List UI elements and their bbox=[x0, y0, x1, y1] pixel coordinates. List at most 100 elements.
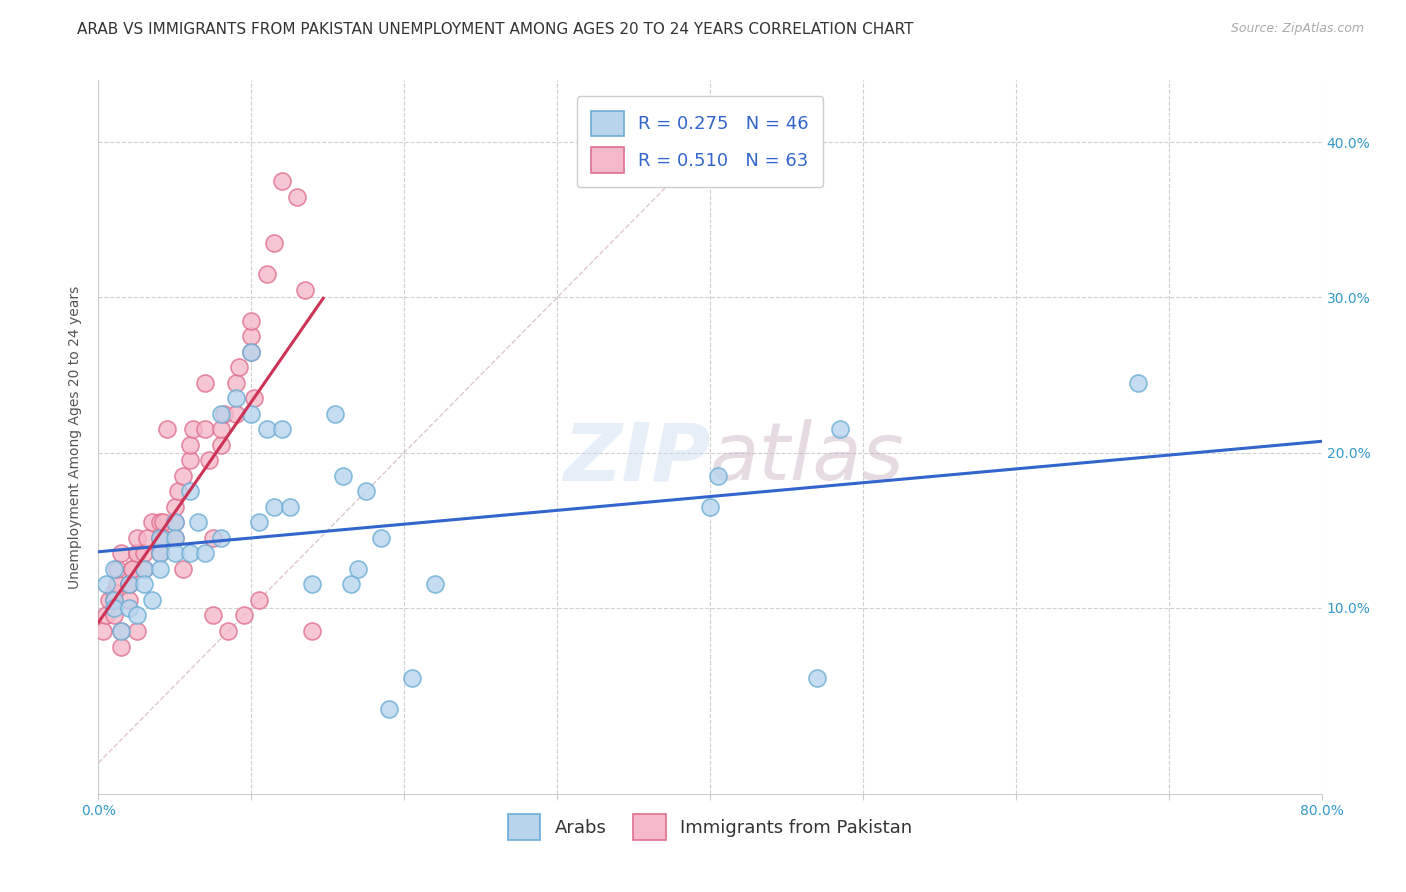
Point bbox=[209, 438, 232, 452]
Point bbox=[240, 344, 263, 359]
Point bbox=[134, 546, 156, 560]
Point bbox=[347, 562, 370, 576]
Point bbox=[172, 468, 194, 483]
Text: ZIP: ZIP bbox=[562, 419, 710, 498]
Point bbox=[294, 283, 316, 297]
Legend: Arabs, Immigrants from Pakistan: Arabs, Immigrants from Pakistan bbox=[499, 805, 921, 849]
Point bbox=[98, 593, 121, 607]
Point bbox=[197, 453, 219, 467]
Point bbox=[256, 422, 278, 436]
Point bbox=[240, 407, 263, 421]
Point bbox=[125, 546, 148, 560]
Point bbox=[179, 546, 201, 560]
Point bbox=[118, 577, 141, 591]
Point bbox=[209, 422, 232, 436]
Point bbox=[149, 546, 172, 560]
Point bbox=[125, 624, 148, 638]
Point bbox=[370, 531, 392, 545]
Point bbox=[301, 624, 323, 638]
Text: ARAB VS IMMIGRANTS FROM PAKISTAN UNEMPLOYMENT AMONG AGES 20 TO 24 YEARS CORRELAT: ARAB VS IMMIGRANTS FROM PAKISTAN UNEMPLO… bbox=[77, 22, 914, 37]
Point bbox=[110, 640, 132, 654]
Point bbox=[263, 236, 285, 251]
Point bbox=[225, 376, 247, 390]
Point bbox=[163, 546, 186, 560]
Point bbox=[110, 624, 132, 638]
Point bbox=[103, 562, 125, 576]
Point bbox=[134, 562, 156, 576]
Point bbox=[285, 189, 308, 203]
Point bbox=[270, 422, 292, 436]
Point bbox=[152, 531, 174, 545]
Point bbox=[202, 608, 225, 623]
Point bbox=[325, 407, 347, 421]
Point bbox=[240, 314, 263, 328]
Point bbox=[149, 516, 172, 530]
Point bbox=[172, 562, 194, 576]
Point bbox=[103, 593, 125, 607]
Point bbox=[194, 546, 217, 560]
Point bbox=[118, 577, 141, 591]
Point bbox=[247, 516, 270, 530]
Text: Source: ZipAtlas.com: Source: ZipAtlas.com bbox=[1230, 22, 1364, 36]
Point bbox=[125, 608, 148, 623]
Point bbox=[247, 593, 270, 607]
Point bbox=[228, 360, 250, 375]
Point bbox=[243, 392, 266, 406]
Point bbox=[256, 267, 278, 281]
Point bbox=[152, 516, 174, 530]
Point bbox=[121, 562, 143, 576]
Point bbox=[187, 516, 209, 530]
Point bbox=[125, 546, 148, 560]
Point bbox=[118, 577, 141, 591]
Point bbox=[103, 600, 125, 615]
Point bbox=[240, 344, 263, 359]
Point bbox=[423, 577, 446, 591]
Point bbox=[179, 438, 201, 452]
Point bbox=[118, 593, 141, 607]
Point bbox=[125, 531, 148, 545]
Point bbox=[163, 531, 186, 545]
Point bbox=[301, 577, 323, 591]
Point bbox=[270, 174, 292, 188]
Point bbox=[1128, 376, 1150, 390]
Point bbox=[209, 531, 232, 545]
Point bbox=[179, 453, 201, 467]
Point bbox=[181, 422, 204, 436]
Point bbox=[121, 562, 143, 576]
Point bbox=[149, 531, 172, 545]
Point bbox=[401, 671, 423, 685]
Point bbox=[103, 593, 125, 607]
Y-axis label: Unemployment Among Ages 20 to 24 years: Unemployment Among Ages 20 to 24 years bbox=[69, 285, 83, 589]
Point bbox=[110, 624, 132, 638]
Point bbox=[134, 562, 156, 576]
Point bbox=[278, 500, 301, 514]
Point bbox=[94, 608, 117, 623]
Point bbox=[167, 484, 190, 499]
Point bbox=[706, 468, 728, 483]
Point bbox=[225, 407, 247, 421]
Point bbox=[149, 562, 172, 576]
Point bbox=[110, 546, 132, 560]
Point bbox=[103, 585, 125, 599]
Point bbox=[217, 624, 239, 638]
Point bbox=[212, 407, 235, 421]
Text: atlas: atlas bbox=[710, 419, 905, 498]
Point bbox=[149, 546, 172, 560]
Point bbox=[134, 577, 156, 591]
Point bbox=[179, 484, 201, 499]
Point bbox=[91, 624, 114, 638]
Point bbox=[94, 577, 117, 591]
Point bbox=[209, 407, 232, 421]
Point bbox=[378, 701, 401, 715]
Point bbox=[163, 516, 186, 530]
Point bbox=[141, 516, 163, 530]
Point bbox=[232, 608, 254, 623]
Point bbox=[332, 468, 354, 483]
Point bbox=[136, 531, 159, 545]
Point bbox=[118, 600, 141, 615]
Point bbox=[699, 500, 721, 514]
Point bbox=[163, 531, 186, 545]
Point bbox=[202, 531, 225, 545]
Point bbox=[163, 500, 186, 514]
Point bbox=[141, 593, 163, 607]
